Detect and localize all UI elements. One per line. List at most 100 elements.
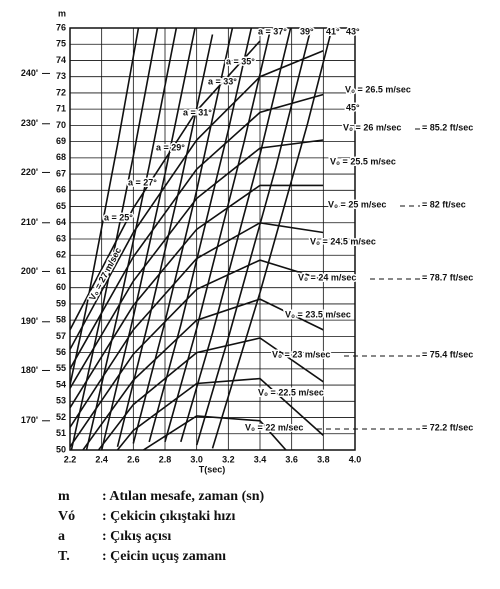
curve (70, 28, 140, 389)
y-tick-label: 59 (56, 298, 66, 308)
angle-label: 39° (300, 26, 314, 36)
y-tick-label: 75 (56, 39, 66, 49)
ft-tick-label: 230' (21, 118, 38, 128)
y-tick-label: 73 (56, 71, 66, 81)
curve (164, 28, 272, 443)
vo-label: V₀ = 25.5 m/sec (330, 156, 396, 166)
y-tick-label: 50 (56, 444, 66, 454)
y-tick-label: 70 (56, 120, 66, 130)
curve (116, 34, 214, 447)
curve (97, 337, 324, 450)
vo-label: V₀ = 26 m/sec (343, 122, 401, 132)
x-tick-label: 2.6 (127, 454, 140, 464)
x-tick-label: 3.6 (285, 454, 298, 464)
y-tick-label: 55 (56, 363, 66, 373)
y-tick-label: 52 (56, 412, 66, 422)
angle-label: a = 31° (183, 107, 212, 117)
vo-label: V₀ = 23 m/sec (272, 349, 330, 359)
ft-tick-label: 170' (21, 415, 38, 425)
legend-symbol: Vó (58, 509, 75, 524)
ft-tick-label: 220' (21, 167, 38, 177)
vo-label: V₀ = 22.5 m/sec (258, 387, 324, 397)
curve (141, 415, 287, 450)
legend-text: : Çekicin çıkıştaki hızı (102, 509, 236, 524)
y-tick-label: 53 (56, 396, 66, 406)
ft-label: = 85.2 ft/sec (422, 122, 473, 132)
curve (70, 259, 324, 448)
y-axis-title: m (58, 8, 66, 18)
legend-text: : Çeicin uçuş zamanı (102, 549, 226, 564)
y-tick-label: 64 (56, 217, 66, 227)
curve (132, 28, 234, 444)
legend-symbol: m (58, 489, 70, 504)
curve (100, 28, 196, 450)
y-tick-label: 68 (56, 152, 66, 162)
x-tick-label: 3.0 (190, 454, 203, 464)
ft-tick-label: 240' (21, 68, 38, 78)
y-tick-label: 76 (56, 22, 66, 32)
y-tick-label: 57 (56, 331, 66, 341)
x-tick-label: 2.4 (95, 454, 108, 464)
vo-label: V₀ = 24 m/sec (298, 272, 356, 282)
y-tick-label: 60 (56, 282, 66, 292)
x-tick-label: 2.8 (159, 454, 172, 464)
y-tick-label: 63 (56, 233, 66, 243)
ft-label: = 82 ft/sec (422, 199, 466, 209)
curve (70, 93, 324, 370)
y-tick-label: 54 (56, 379, 66, 389)
y-tick-label: 66 (56, 185, 66, 195)
legend-text: : Çıkış açısı (102, 529, 171, 544)
angle-label: a = 25° (104, 212, 133, 222)
angle-label: 41° (326, 26, 340, 36)
curve (195, 28, 312, 446)
x-tick-label: 4.0 (349, 454, 362, 464)
vo-label: V₀ = 25 m/sec (328, 199, 386, 209)
y-tick-label: 67 (56, 168, 66, 178)
x-tick-label: 3.2 (222, 454, 235, 464)
vo-label: V₀ = 24.5 m/sec (310, 236, 376, 246)
angle-label: 43° (346, 26, 360, 36)
ft-tick-label: 190' (21, 316, 38, 326)
legend-symbol: T. (58, 549, 70, 564)
curve (85, 28, 178, 450)
curve (116, 377, 324, 450)
curves (70, 28, 333, 450)
ft-tick-label: 180' (21, 365, 38, 375)
ft-label: = 78.7 ft/sec (422, 272, 473, 282)
curve (70, 28, 159, 450)
ft-tick-label: 200' (21, 266, 38, 276)
x-tick-label: 3.8 (317, 454, 330, 464)
angle-label: a = 33° (208, 76, 237, 86)
y-tick-label: 72 (56, 87, 66, 97)
angle-label: 45° (346, 102, 360, 112)
y-tick-label: 65 (56, 201, 66, 211)
x-tick-label: 2.2 (64, 454, 77, 464)
y-tick-label: 56 (56, 347, 66, 357)
legend-symbol: a (58, 529, 65, 544)
ft-label: = 75.4 ft/sec (422, 349, 473, 359)
y-tick-label: 69 (56, 136, 66, 146)
angle-label: a = 27° (128, 177, 157, 187)
curve (81, 298, 324, 450)
y-tick-label: 74 (56, 55, 66, 65)
legend: m : Atılan mesafe, zaman (sn) Vó : Çekic… (58, 489, 264, 564)
angle-label: a = 35° (226, 56, 255, 66)
y-tick-label: 58 (56, 315, 66, 325)
curve (148, 28, 253, 443)
curve (70, 40, 261, 331)
y-tick-label: 51 (56, 428, 66, 438)
ft-tick-label: 210' (21, 217, 38, 227)
vo-label: V₀ = 23.5 m/sec (285, 309, 351, 319)
vo-label: V₀ = 26.5 m/sec (345, 84, 411, 94)
plot-frame (69, 27, 356, 451)
legend-text: : Atılan mesafe, zaman (sn) (102, 489, 264, 504)
y-tick-label: 71 (56, 104, 66, 114)
x-axis-title: T(sec) (199, 464, 226, 474)
x-tick-label: 3.4 (254, 454, 267, 464)
ft-label: = 72.2 ft/sec (422, 422, 473, 432)
y-tick-label: 62 (56, 250, 66, 260)
y-tick-label: 61 (56, 266, 66, 276)
angle-label: a = 29° (156, 142, 185, 152)
